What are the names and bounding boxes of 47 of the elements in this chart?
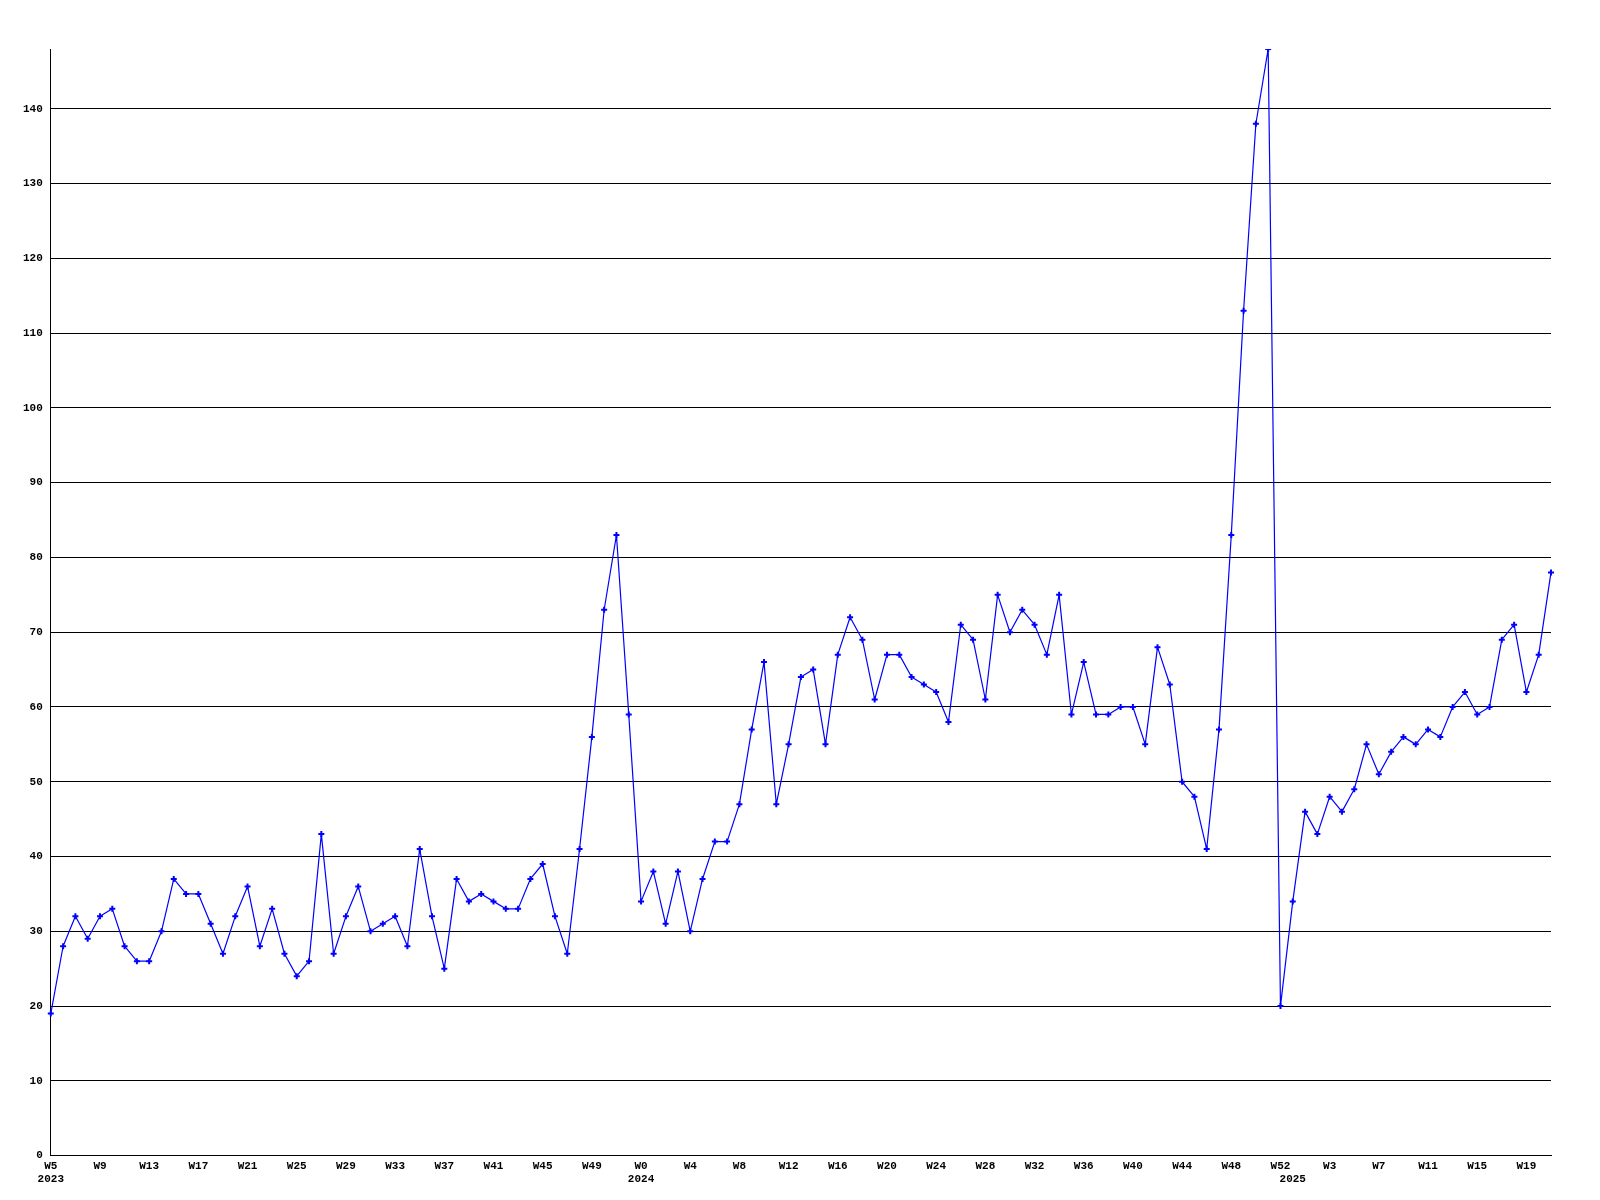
y-tick-label: 130 [22, 177, 43, 190]
x-tick-label: W28 [975, 1159, 996, 1172]
x-tick-label: W0 2024 [627, 1159, 655, 1186]
y-tick-label: 20 [29, 999, 43, 1012]
x-tick-label: W7 [1372, 1159, 1386, 1172]
y-tick-label: 140 [22, 102, 43, 115]
x-tick-label: W49 [581, 1159, 602, 1172]
y-tick-label: 100 [22, 401, 43, 414]
x-tick-label: W41 [483, 1159, 504, 1172]
x-tick-label: W19 [1516, 1159, 1537, 1172]
x-tick-label: 2025 [1279, 1173, 1307, 1186]
y-tick-label: 110 [22, 326, 43, 339]
x-tick-label: W40 [1123, 1159, 1143, 1172]
y-tick-label: 10 [29, 1074, 43, 1087]
x-tick-label: W37 [434, 1159, 455, 1172]
x-tick-label: W11 [1418, 1159, 1439, 1172]
x-tick-label: W36 [1073, 1159, 1094, 1172]
x-tick-label: W12 [778, 1159, 799, 1172]
x-tick-label: W9 [93, 1159, 107, 1172]
y-tick-label: 90 [29, 476, 43, 489]
x-tick-label: W13 [139, 1159, 160, 1172]
y-tick-label: 30 [29, 925, 43, 938]
y-tick-label: 120 [22, 252, 43, 265]
x-tick-label: W16 [827, 1159, 848, 1172]
x-tick-label: W3 [1323, 1159, 1337, 1172]
y-tick-label: 0 [36, 1149, 43, 1162]
x-tick-label: W24 [926, 1159, 947, 1172]
x-tick-label: W5 2023 [37, 1159, 65, 1186]
x-tick-label: W15 [1467, 1159, 1488, 1172]
x-tick-label: W52 [1270, 1159, 1291, 1172]
y-tick-label: 50 [29, 775, 43, 788]
x-tick-label: W20 [877, 1159, 897, 1172]
y-tick-label: 40 [29, 850, 43, 863]
x-tick-label: W48 [1221, 1159, 1242, 1172]
y-tick-label: 70 [29, 625, 43, 638]
x-tick-label: W33 [385, 1159, 406, 1172]
x-tick-label: W44 [1172, 1159, 1193, 1172]
y-tick-label: 80 [29, 551, 43, 564]
x-tick-label: W25 [286, 1159, 308, 1172]
y-tick-label: 60 [29, 700, 43, 713]
x-tick-label: W21 [237, 1159, 258, 1172]
x-tick-label: W8 [732, 1159, 747, 1172]
x-tick-label: W29 [336, 1159, 356, 1172]
x-tick-label: W32 [1024, 1159, 1045, 1172]
x-tick-label: W17 [188, 1159, 209, 1172]
x-tick-label: W45 [532, 1159, 553, 1172]
x-tick-label: W4 [683, 1159, 698, 1172]
